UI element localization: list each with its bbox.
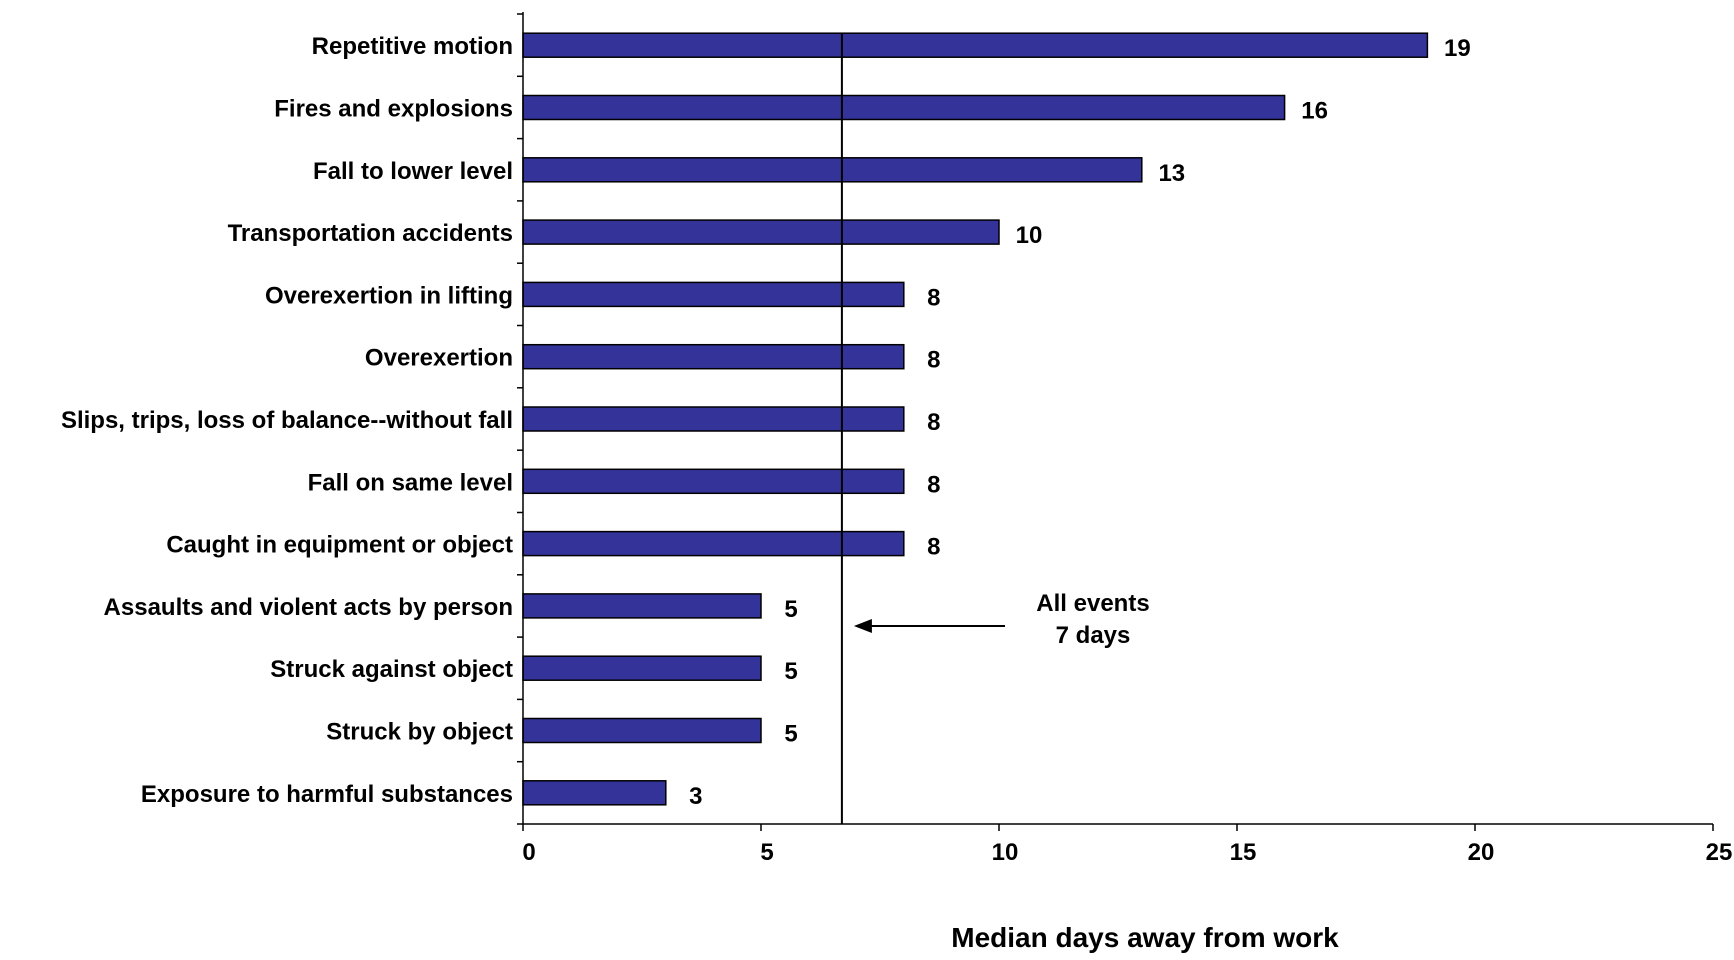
category-label: Overexertion (365, 345, 513, 372)
bar (522, 157, 1143, 183)
category-label: Struck by object (326, 719, 513, 746)
x-tick-label: 10 (992, 839, 1019, 866)
bar (522, 343, 905, 370)
bar (522, 593, 762, 619)
x-tick-label: 25 (1706, 839, 1733, 866)
category-label: Exposure to harmful substances (141, 781, 513, 808)
value-label: 8 (927, 534, 940, 561)
bar (522, 468, 905, 495)
annotation-label-line1: All events (1036, 590, 1149, 617)
bar (522, 717, 762, 744)
annotation-arrow-head (853, 619, 872, 633)
value-label: 5 (784, 721, 797, 748)
value-label: 16 (1301, 98, 1328, 125)
bar (522, 655, 762, 681)
value-label: 10 (1016, 222, 1043, 249)
value-label: 13 (1158, 160, 1185, 187)
category-label: Slips, trips, loss of balance--without f… (61, 407, 513, 434)
category-label: Fall to lower level (313, 158, 513, 185)
value-label: 8 (927, 471, 940, 498)
x-tick-label: 5 (760, 839, 773, 866)
annotation-label-line2: 7 days (1056, 622, 1131, 649)
bar (522, 780, 667, 806)
x-tick-label: 15 (1230, 839, 1257, 866)
category-label: Overexertion in lifting (265, 282, 513, 309)
value-label: 8 (927, 284, 940, 311)
value-label: 5 (784, 658, 797, 685)
category-label: Assaults and violent acts by person (104, 594, 513, 621)
category-label: Repetitive motion (312, 33, 513, 60)
bar (522, 281, 905, 308)
x-tick-label: 0 (522, 839, 535, 866)
bar (522, 530, 905, 557)
category-label: Caught in equipment or object (166, 532, 513, 559)
value-label: 8 (927, 409, 940, 436)
category-label: Fall on same level (308, 469, 513, 496)
labels-layer: Repetitive motion 19 Fires and explosions 1… (61, 33, 1732, 866)
bars-layer (522, 32, 1429, 806)
bar (522, 32, 1429, 58)
category-label: Transportation accidents (228, 220, 513, 247)
value-label: 5 (784, 596, 797, 623)
bar (522, 94, 1286, 121)
x-tick-label: 20 (1468, 839, 1495, 866)
value-label: 3 (689, 783, 702, 810)
value-label: 19 (1444, 35, 1471, 62)
x-axis-title: Median days away from work (951, 922, 1339, 953)
value-label: 8 (927, 347, 940, 374)
category-label: Struck against object (270, 656, 513, 683)
bar (522, 406, 905, 432)
category-label: Fires and explosions (274, 96, 513, 123)
bar (522, 219, 1000, 245)
axes-layer (517, 12, 1714, 831)
